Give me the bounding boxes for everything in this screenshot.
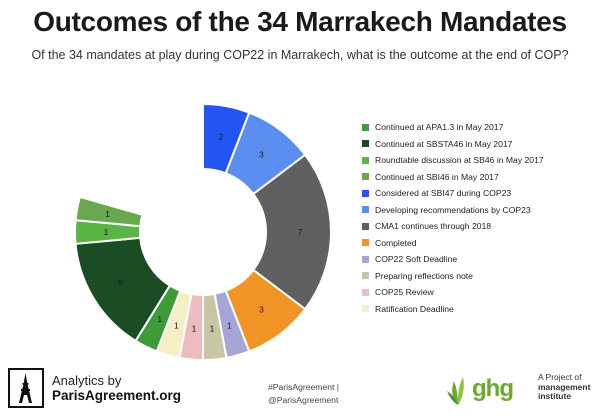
legend-item: Developing recommendations by COP23 (362, 202, 592, 219)
slice-value-label: 1 (105, 209, 110, 219)
legend-swatch (362, 173, 369, 181)
legend-label: COP25 Review (375, 287, 434, 298)
ghg-institute-name: management institute (538, 382, 591, 401)
slice-value-label: 1 (192, 324, 197, 334)
legend-label: Preparing reflections note (375, 270, 473, 281)
chart-title: Outcomes of the 34 Marrakech Mandates (33, 6, 567, 37)
legend-swatch (362, 288, 369, 296)
legend-swatch (362, 239, 369, 247)
legend-swatch (362, 305, 369, 313)
slice-cma1-continues-through-2018 (251, 153, 332, 311)
legend-swatch (362, 140, 369, 148)
leaf-icon (447, 377, 464, 405)
legend-swatch (362, 189, 369, 197)
chart-subtitle: Of the 34 mandates at play during COP22 … (31, 48, 569, 62)
legend-label: COP22 Soft Deadline (375, 254, 458, 265)
legend-swatch (362, 272, 369, 280)
legend-item: Preparing reflections note (362, 268, 592, 285)
legend-swatch (362, 255, 369, 263)
legend-item: Completed (362, 235, 592, 252)
legend-label: Continued at APA1.3 in May 2017 (375, 122, 504, 133)
social-handles: #ParisAgreement | @ParisAgreement (268, 381, 339, 407)
legend-label: Continued at SBSTA46 in May 2017 (375, 138, 513, 149)
legend-swatch (362, 206, 369, 214)
legend-item: Roundtable discussion at SB46 in May 201… (362, 152, 592, 169)
legend-item: CMA1 continues through 2018 (362, 218, 592, 235)
slice-value-label: 3 (259, 304, 264, 314)
slice-value-label: 3 (259, 150, 264, 160)
slice-value-label: 1 (157, 314, 162, 324)
site-name: ParisAgreement.org (52, 388, 182, 403)
legend-item: Ratification Deadline (362, 301, 592, 318)
slice-value-label: 1 (227, 320, 232, 330)
hashtag-text: #ParisAgreement | (268, 382, 340, 392)
legend-label: Continued at SBI46 in May 2017 (375, 171, 499, 182)
slice-value-label: 1 (210, 324, 215, 334)
legend: Continued at APA1.3 in May 2017 Continued… (362, 119, 592, 317)
slice-value-label: 2 (218, 132, 223, 142)
eiffel-tower-icon (8, 368, 44, 408)
legend-item: Considered at SBI47 during COP23 (362, 185, 592, 202)
slice-value-label: 1 (174, 320, 179, 330)
legend-label: Considered at SBI47 during COP23 (375, 188, 512, 199)
slice-value-label: 7 (298, 227, 303, 237)
handle-text: @ParisAgreement (268, 395, 339, 405)
legend-item: COP22 Soft Deadline (362, 251, 592, 268)
legend-swatch (362, 123, 369, 131)
legend-swatch (362, 222, 369, 230)
legend-item: Continued at SBI46 in May 2017 (362, 169, 592, 186)
a-project-of-text: A Project of (538, 372, 582, 382)
legend-label: Completed (375, 237, 417, 248)
paris-agreement-branding: Analytics by ParisAgreement.org (8, 368, 181, 408)
legend-label: CMA1 continues through 2018 (375, 221, 492, 232)
slice-continued-at-sbi46-in-may-2017 (74, 195, 144, 228)
legend-label: Ratification Deadline (375, 303, 454, 314)
slice-value-label: 1 (104, 227, 109, 237)
ghg-institute-branding: ghg A Project of management institute (446, 369, 594, 411)
legend-label: Roundtable discussion at SB46 in May 201… (375, 155, 544, 166)
legend-item: COP25 Review (362, 284, 592, 301)
legend-label: Developing recommendations by COP23 (375, 204, 531, 215)
ghg-wordmark: ghg (472, 375, 514, 402)
legend-item: Continued at APA1.3 in May 2017 (362, 119, 592, 136)
legend-item: Continued at SBSTA46 in May 2017 (362, 136, 592, 153)
slice-value-label: 5 (118, 278, 123, 288)
legend-swatch (362, 156, 369, 164)
analytics-by-text: Analytics by (52, 373, 122, 388)
